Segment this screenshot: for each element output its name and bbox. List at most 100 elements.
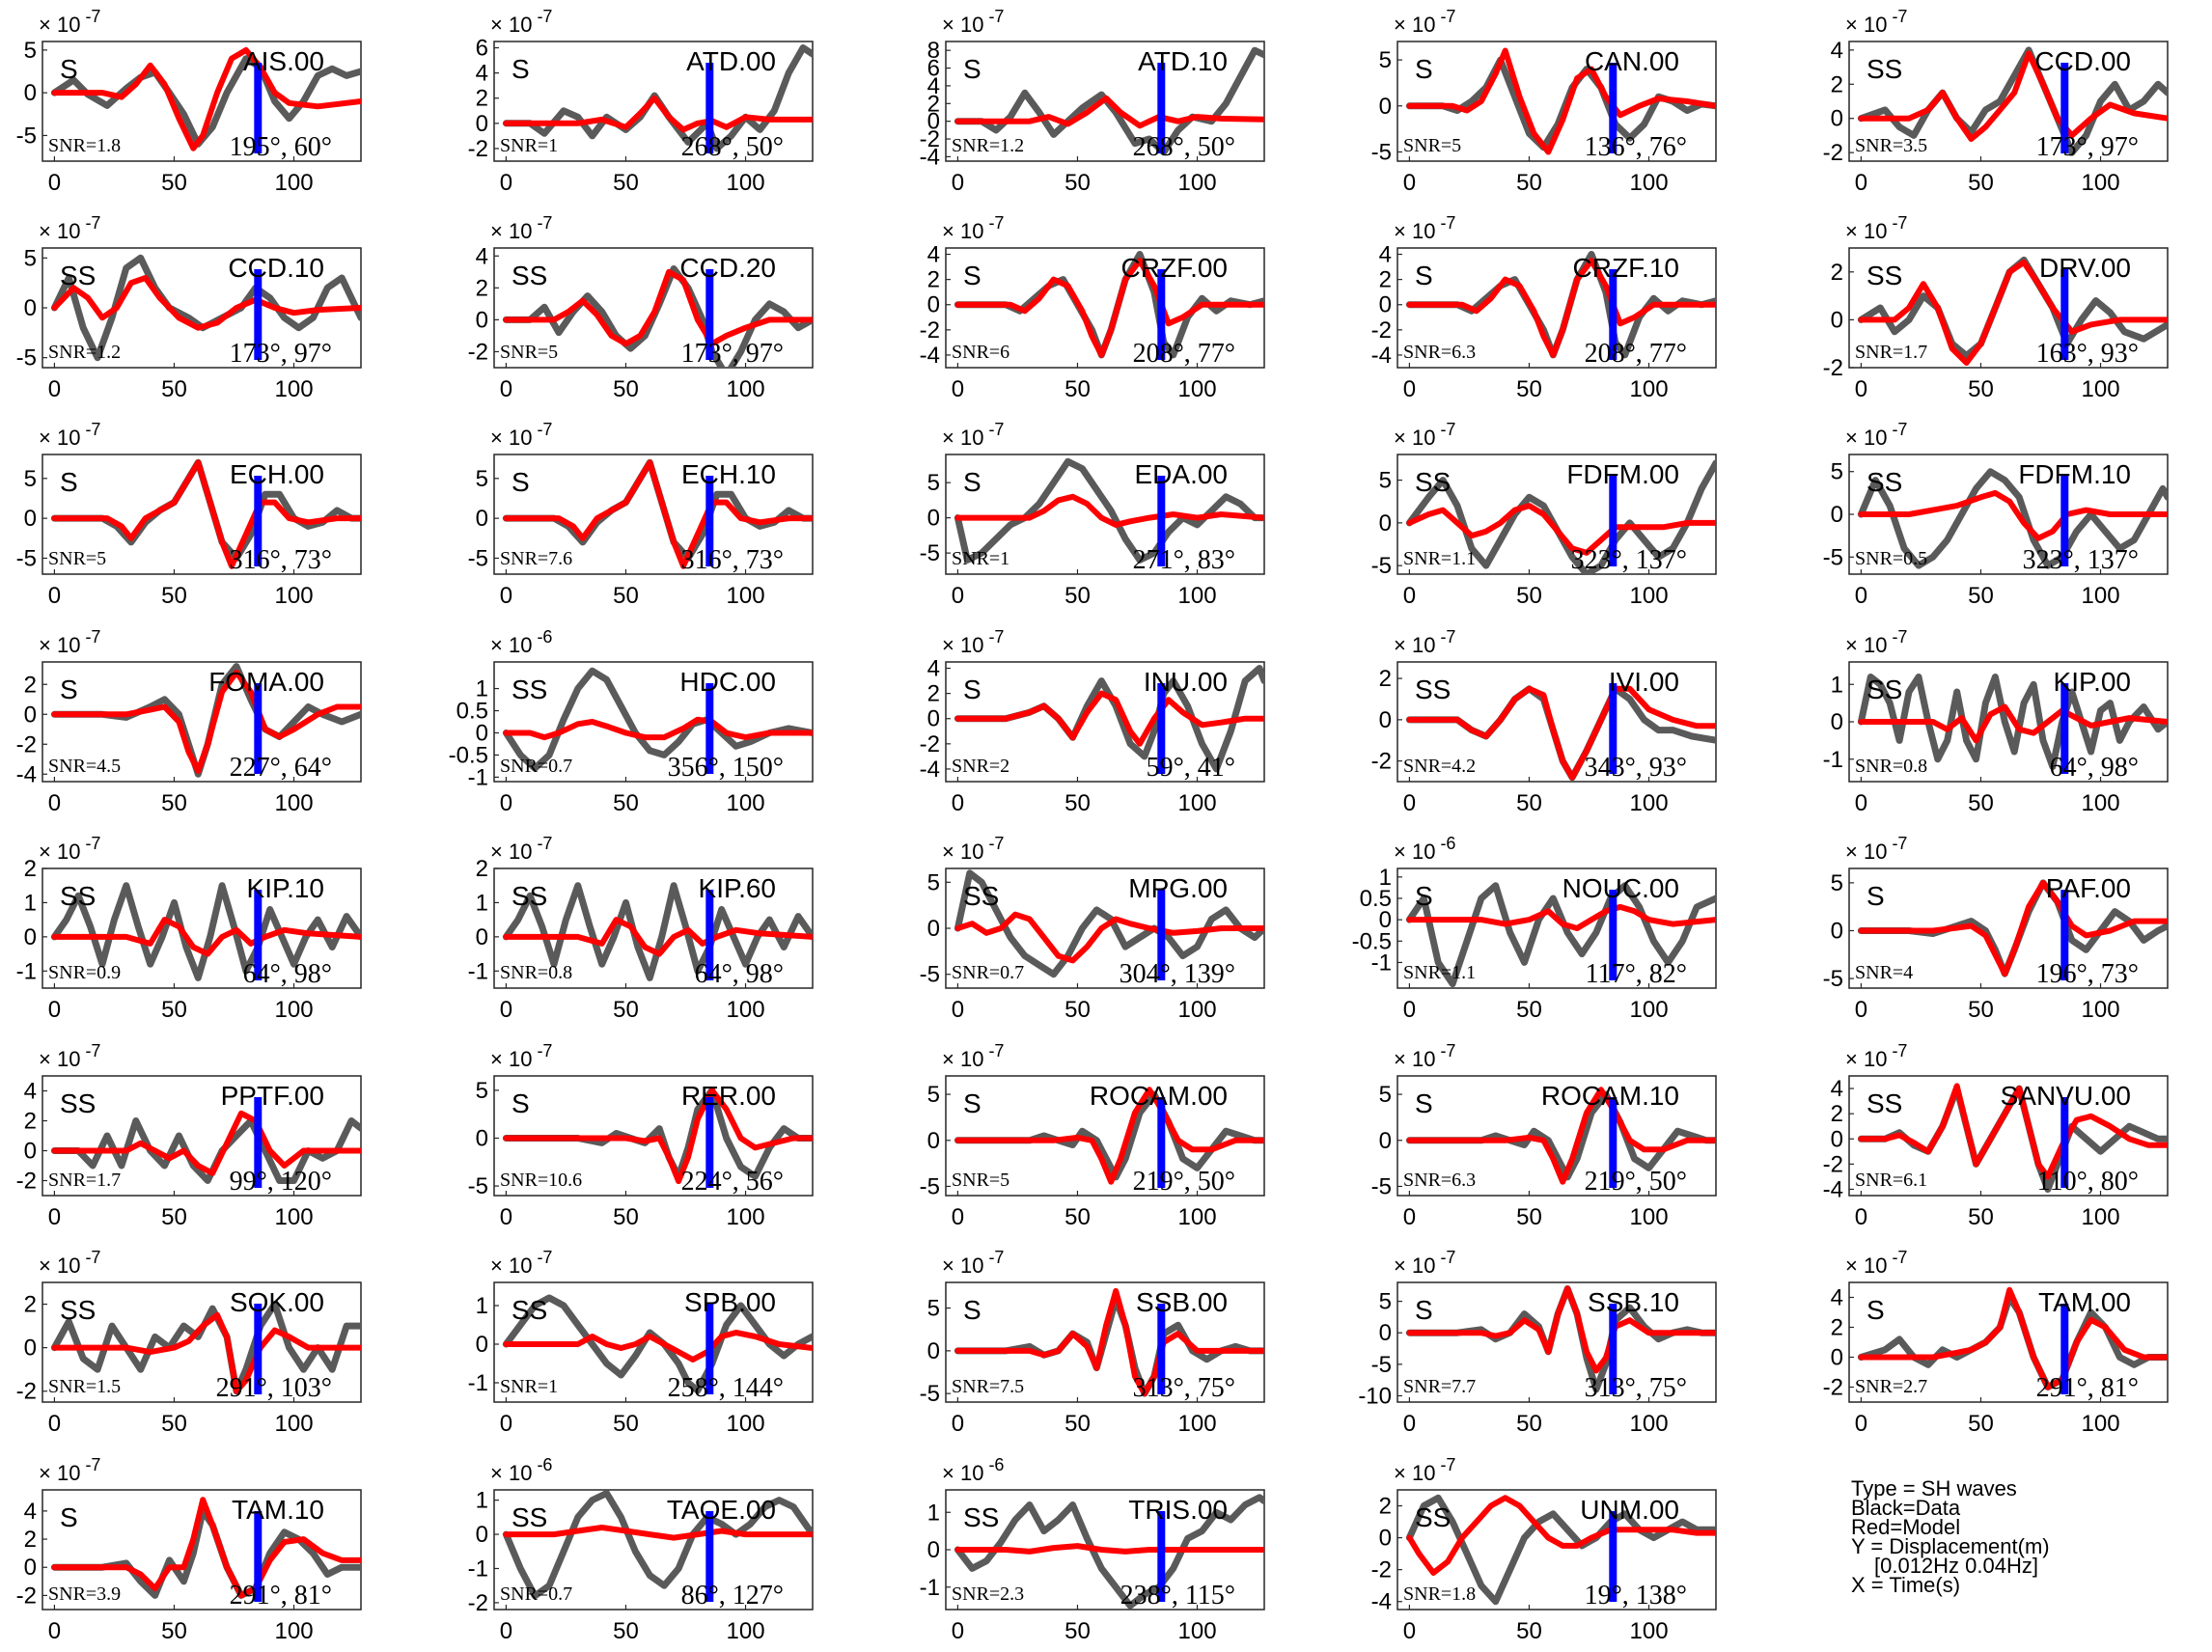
panel-rocam-10-model-line xyxy=(1406,1087,1716,1185)
panel-spb-00-snr-label: SNR=1 xyxy=(500,1376,558,1397)
panel-atd-00-ytick-label: 0 xyxy=(476,111,488,137)
panel-paf-00-snr-label: SNR=4 xyxy=(1855,962,1913,983)
panel-taoe-00-xtick-label: 50 xyxy=(613,1618,639,1644)
panel-can-00-ytick-label: -5 xyxy=(1371,139,1392,165)
panel-crzf-10-xtick-label: 0 xyxy=(1403,376,1416,402)
panel-tam-00-angles-label: 291°, 81° xyxy=(2036,1373,2139,1403)
panel-ais-00-model-line xyxy=(51,46,361,151)
panel-rocam-00-angles-label: 219°, 50° xyxy=(1133,1167,1235,1197)
panel-mpg-00-model-line xyxy=(954,911,1264,964)
panel-atd-10-ytick-label: -2 xyxy=(920,126,940,152)
panel-crzf-10-ytick-label: -2 xyxy=(1371,317,1392,344)
panel-hdc-00-exponent-base: × 10 xyxy=(490,633,532,657)
panel-nouc-00-ytick-label: 0 xyxy=(1379,907,1392,933)
panel-tris-00-exponent-power: -6 xyxy=(983,1455,1004,1474)
panel-foma-00-station-label: FOMA.00 xyxy=(208,667,324,697)
panel-kip-00-station-label: KIP.00 xyxy=(2054,667,2131,697)
panel-ccd-00-exponent-power: -7 xyxy=(1887,7,1907,26)
panel-ssb-10-phase-label: S xyxy=(1415,1295,1433,1325)
panel-tris-00-data-line xyxy=(954,1494,1264,1610)
panel-sanvu-00-exponent-power: -7 xyxy=(1887,1041,1907,1060)
panel-taoe-00: × 10 -6 -2 -1 0 1 0 50 100 SS TAOE.00 SNR=0.7 86°, … xyxy=(468,1455,814,1644)
panel-drv-00-xtick-label: 100 xyxy=(2082,376,2120,402)
panel-ccd-20-xtick-label: 100 xyxy=(727,376,765,402)
panel-crzf-00-xtick-label: 100 xyxy=(1178,376,1217,402)
panel-unm-00-xtick-label: 50 xyxy=(1516,1618,1542,1644)
panel-sanvu-00-ytick-label: 0 xyxy=(1831,1126,1843,1152)
panel-ais-00-xtick-label: 100 xyxy=(275,170,314,196)
panel-rocam-10-data-line xyxy=(1405,1090,1716,1181)
panel-ech-10-xtick-label: 50 xyxy=(613,583,639,609)
panel-taoe-00-angles-label: 86°, 127° xyxy=(681,1581,784,1611)
panel-ccd-10-snr-label: SNR=1.2 xyxy=(48,342,121,363)
panel-rocam-00-data-line xyxy=(954,1090,1264,1181)
panel-crzf-10-xtick-label: 100 xyxy=(1630,376,1669,402)
panel-eda-00-ytick-label: 5 xyxy=(927,470,940,496)
panel-kip-10-model-line xyxy=(51,917,361,957)
panel-drv-00-xtick-label: 0 xyxy=(1855,376,1867,402)
panel-rer-00-exponent: × 10 -7 xyxy=(490,1041,552,1071)
panel-nouc-00-data-line xyxy=(1405,882,1716,988)
panel-ccd-20-angles-label: 173°, 97° xyxy=(681,339,784,369)
panel-fdfm-00-xtick-label: 50 xyxy=(1516,583,1542,609)
panel-nouc-00-ytick-label: -0.5 xyxy=(1352,928,1392,954)
panel-pptf-00-model-line xyxy=(51,1110,361,1176)
legend-y-axis: Y = Displacement(m) xyxy=(1851,1534,2050,1558)
panel-kip-00-phase-label: SS xyxy=(1866,675,1902,704)
panel-ivi-00-ytick-label: 0 xyxy=(1379,707,1392,733)
panel-ccd-00-ytick-label: 4 xyxy=(1831,38,1843,64)
panel-crzf-10-exponent-power: -7 xyxy=(1435,213,1455,233)
panel-rocam-10-exponent-power: -7 xyxy=(1435,1041,1455,1060)
panel-rer-00-ytick-label: 0 xyxy=(476,1125,488,1151)
panel-ccd-20-model-line xyxy=(503,268,813,347)
panel-spb-00-angles-label: 258°, 144° xyxy=(668,1373,784,1403)
panel-ais-00-ytick-label: 5 xyxy=(24,38,37,64)
panel-crzf-10-angles-label: 208°, 77° xyxy=(1585,339,1687,369)
panel-nouc-00-xtick-label: 100 xyxy=(1630,997,1669,1023)
panel-unm-00-frame xyxy=(1396,1489,1717,1611)
panel-ccd-10-xtick-label: 100 xyxy=(275,376,314,402)
panel-nouc-00-angles-label: 117°, 82° xyxy=(1586,959,1687,989)
panel-atd-00-phase-label: S xyxy=(512,54,530,84)
panel-atd-10-ytick-label: 4 xyxy=(927,73,940,99)
panel-taoe-00-xtick-label: 0 xyxy=(500,1618,512,1644)
legend-frequency-band: [0.012Hz 0.04Hz] xyxy=(1874,1554,2038,1578)
panel-tam-00-phase-label: S xyxy=(1866,1295,1885,1325)
panel-unm-00-station-label: UNM.00 xyxy=(1580,1495,1679,1525)
figure-legend: Type = SH waves Black=Data Red=Model Y =… xyxy=(1851,1476,2050,1597)
panel-ech-00-phase-label: S xyxy=(60,467,78,497)
panel-ech-10-exponent-base: × 10 xyxy=(490,426,532,450)
panel-rocam-10-exponent: × 10 -7 xyxy=(1394,1041,1455,1071)
panel-fdfm-10-exponent: × 10 -7 xyxy=(1845,420,1907,450)
panel-mpg-00-station-label: MPG.00 xyxy=(1128,873,1228,903)
panel-ccd-20-ytick-label: 4 xyxy=(476,243,488,269)
panel-paf-00-ytick-label: 0 xyxy=(1831,918,1843,944)
panel-rer-00-ytick-label: -5 xyxy=(468,1173,488,1199)
panel-ivi-00-ytick-label: 2 xyxy=(1379,666,1392,692)
panel-unm-00-snr-label: SNR=1.8 xyxy=(1403,1583,1476,1605)
panel-atd-10-exponent-base: × 10 xyxy=(942,13,983,37)
panel-kip-60-angles-label: 64°, 98° xyxy=(695,959,784,989)
panel-eda-00-model-line xyxy=(954,493,1264,528)
panel-kip-60-xtick-label: 50 xyxy=(613,997,639,1023)
panel-atd-00-ytick-label: 4 xyxy=(476,61,488,87)
legend-model: Red=Model xyxy=(1851,1515,1960,1539)
panel-unm-00-exponent-base: × 10 xyxy=(1394,1461,1435,1485)
panel-nouc-00-ytick-label: 1 xyxy=(1379,865,1392,891)
panel-atd-10-data-line xyxy=(954,46,1264,156)
panel-sok-00-xtick-label: 0 xyxy=(48,1411,61,1437)
panel-ais-00-exponent-power: -7 xyxy=(80,7,100,26)
panel-taoe-00-model-line xyxy=(503,1525,813,1541)
panel-inu-00-phase-label: S xyxy=(963,675,982,704)
panel-paf-00-ytick-label: -5 xyxy=(1823,966,1843,992)
panel-paf-00-xtick-label: 0 xyxy=(1855,997,1867,1023)
panel-unm-00-exponent: × 10 -7 xyxy=(1394,1455,1455,1485)
panel-tris-00-exponent: × 10 -6 xyxy=(942,1455,1004,1485)
panel-ccd-00-station-label: CCD.00 xyxy=(2034,46,2131,76)
panel-atd-00-xtick-label: 50 xyxy=(613,170,639,196)
panel-rocam-10-xtick-label: 0 xyxy=(1403,1204,1416,1230)
panel-nouc-00-xtick-label: 50 xyxy=(1516,997,1542,1023)
panel-foma-00-ytick-label: -2 xyxy=(16,731,37,757)
